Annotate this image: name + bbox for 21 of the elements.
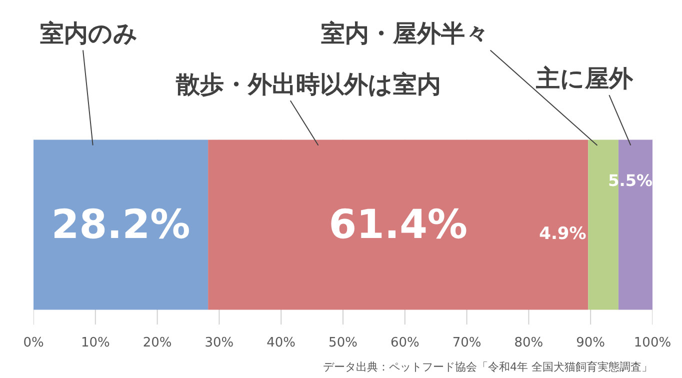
bar bbox=[208, 140, 588, 310]
x-tick-label: 30% bbox=[204, 336, 234, 350]
series-label: 散歩・外出時以外は室内 bbox=[174, 70, 441, 98]
x-tick-label: 40% bbox=[266, 336, 296, 350]
x-tick-label: 90% bbox=[576, 336, 606, 350]
data-label: 61.4% bbox=[328, 202, 468, 248]
x-tick-label: 20% bbox=[142, 336, 172, 350]
x-tick-label: 70% bbox=[452, 336, 482, 350]
bar bbox=[34, 140, 208, 310]
text: 室内・屋外半々 bbox=[320, 19, 489, 48]
x-tick-label: 50% bbox=[328, 336, 358, 350]
x-tick-label: 100% bbox=[634, 336, 672, 350]
text: 室内のみ bbox=[40, 19, 138, 48]
x-tick-label: 0% bbox=[23, 336, 44, 350]
series-label: 主に屋外 bbox=[534, 64, 634, 92]
x-tick-label: 80% bbox=[514, 336, 544, 350]
x-tick-label: 10% bbox=[80, 336, 110, 350]
text: データ出典：ペットフード協会「令和4年 全国犬猫飼育実態調査」 bbox=[323, 360, 653, 374]
x-tick-label: 60% bbox=[390, 336, 420, 350]
data-label: 28.2% bbox=[51, 202, 190, 248]
data-label: 4.9% bbox=[539, 224, 586, 244]
